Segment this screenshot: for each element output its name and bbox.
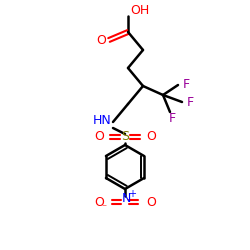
Text: OH: OH <box>130 4 149 18</box>
Text: F: F <box>168 112 175 126</box>
Text: +: + <box>128 189 136 199</box>
Text: O: O <box>96 34 106 46</box>
Text: N: N <box>121 192 131 204</box>
Text: O: O <box>146 130 156 143</box>
Text: F: F <box>186 96 194 108</box>
Text: S: S <box>121 130 129 143</box>
Text: O: O <box>94 196 104 208</box>
Text: O: O <box>146 196 156 208</box>
Text: F: F <box>182 78 190 90</box>
Text: O: O <box>94 130 104 143</box>
Text: ⁻: ⁻ <box>102 203 106 213</box>
Text: HN: HN <box>93 114 112 128</box>
